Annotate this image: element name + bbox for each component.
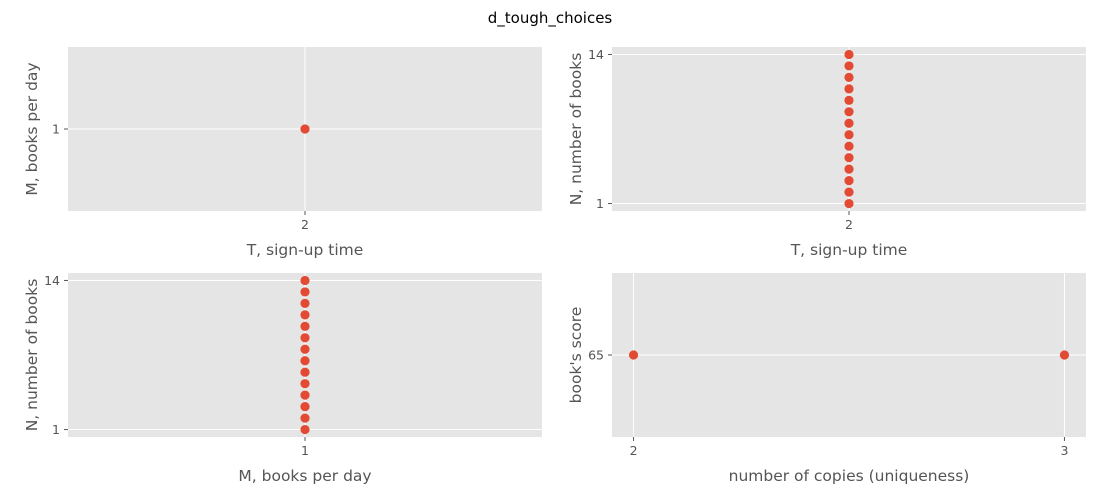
data-point xyxy=(844,130,854,140)
subplot-1: 2 1 T, sign-up time M, books per day xyxy=(23,47,542,259)
figure-title: d_tough_choices xyxy=(488,9,613,28)
x-tick-label: 2 xyxy=(845,217,853,232)
y-axis-label: N, number of books xyxy=(23,279,41,432)
data-point xyxy=(300,390,310,400)
data-point xyxy=(844,176,854,186)
y-tick-label: 1 xyxy=(52,122,60,137)
data-point xyxy=(300,310,310,320)
subplot-2: 2 1 14 T, sign-up time N, number of books xyxy=(567,47,1086,259)
y-tick-label: 1 xyxy=(596,196,604,211)
y-tick-label: 1 xyxy=(52,422,60,437)
x-axis-label: T, sign-up time xyxy=(790,241,908,259)
data-point xyxy=(844,153,854,163)
x-tick-label: 3 xyxy=(1060,443,1068,458)
data-point xyxy=(300,402,310,412)
x-axis-label: M, books per day xyxy=(238,467,371,485)
data-point xyxy=(844,118,854,128)
data-point xyxy=(300,424,310,435)
y-tick-label: 14 xyxy=(44,273,60,288)
data-point xyxy=(844,187,854,197)
y-tick-label: 65 xyxy=(588,348,604,363)
data-point xyxy=(844,164,854,174)
data-point xyxy=(844,84,854,94)
data-point xyxy=(628,350,639,360)
data-point xyxy=(844,61,854,71)
data-point xyxy=(844,198,854,209)
data-point xyxy=(844,49,854,60)
data-point xyxy=(844,72,854,82)
data-point xyxy=(300,344,310,354)
data-point xyxy=(300,298,310,308)
data-point xyxy=(300,379,310,389)
data-point xyxy=(300,413,310,423)
subplot-3: 1 1 14 M, books per day N, number of books xyxy=(23,273,542,485)
data-point xyxy=(844,107,854,117)
data-point xyxy=(300,321,310,331)
x-axis-label: T, sign-up time xyxy=(246,241,364,259)
subplot-grid: 2 1 T, sign-up time M, books per day 2 1 14 T, … xyxy=(23,47,1086,485)
data-point xyxy=(300,287,310,297)
data-point xyxy=(300,367,310,377)
x-axis-label: number of copies (uniqueness) xyxy=(729,467,970,485)
data-point xyxy=(844,95,854,105)
data-point xyxy=(844,141,854,151)
data-point xyxy=(300,124,310,134)
y-tick-label: 14 xyxy=(588,47,604,62)
data-point xyxy=(300,275,310,286)
y-axis-label: book's score xyxy=(567,307,585,404)
x-tick-label: 2 xyxy=(301,217,309,232)
data-point xyxy=(300,356,310,366)
y-axis-label: N, number of books xyxy=(567,53,585,206)
x-tick-label: 2 xyxy=(630,443,638,458)
data-point xyxy=(300,333,310,343)
data-point xyxy=(1059,350,1070,360)
subplot-4: 2 3 65 number of copies (uniqueness) book's … xyxy=(567,273,1086,485)
y-axis-label: M, books per day xyxy=(23,62,41,195)
x-tick-label: 1 xyxy=(301,443,309,458)
